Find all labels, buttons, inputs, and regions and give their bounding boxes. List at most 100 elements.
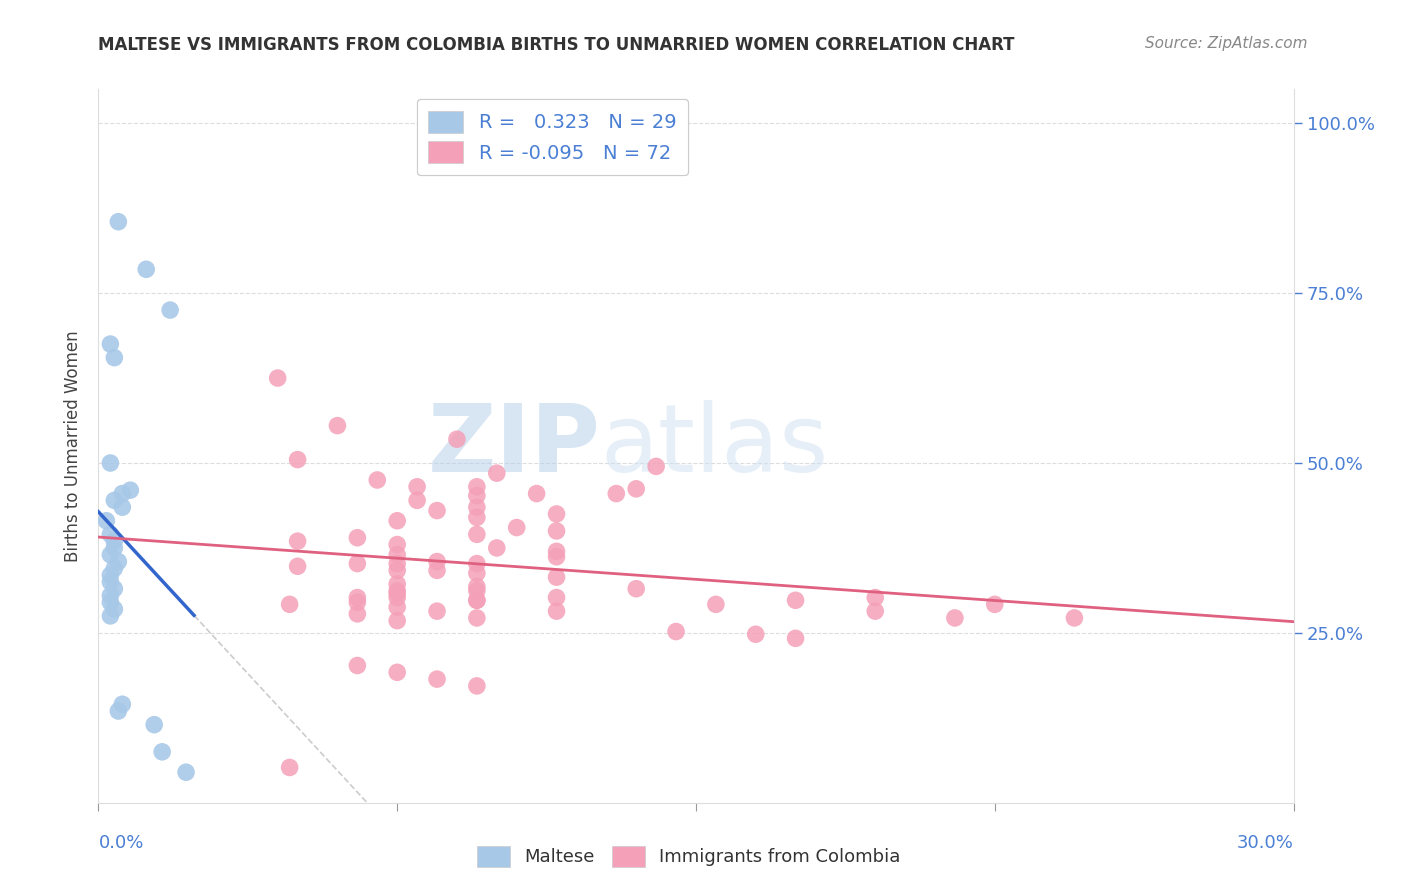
Point	[100, 568, 122, 582]
Text: MALTESE VS IMMIGRANTS FROM COLOMBIA BIRTHS TO UNMARRIED WOMEN CORRELATION CHART: MALTESE VS IMMIGRANTS FROM COLOMBIA BIRT…	[98, 36, 1015, 54]
Point	[278, 598, 301, 612]
Point	[107, 215, 129, 229]
Point	[426, 555, 449, 569]
Point	[385, 537, 409, 551]
Point	[465, 510, 488, 524]
Point	[485, 466, 508, 480]
Point	[159, 303, 181, 318]
Point	[107, 704, 129, 718]
Point	[546, 570, 568, 584]
Point	[465, 566, 488, 580]
Point	[546, 549, 568, 564]
Point	[111, 698, 134, 712]
Point	[111, 486, 134, 500]
Point	[385, 577, 409, 591]
Point	[278, 760, 301, 774]
Point	[426, 503, 449, 517]
Point	[406, 493, 429, 508]
Point	[346, 591, 368, 605]
Point	[174, 765, 197, 780]
Point	[465, 527, 488, 541]
Point	[100, 548, 122, 562]
Point	[526, 486, 548, 500]
Point	[385, 591, 409, 605]
Point	[785, 593, 807, 607]
Point	[103, 493, 125, 508]
Point	[346, 531, 368, 545]
Point	[465, 611, 488, 625]
Point	[385, 563, 409, 577]
Point	[863, 604, 887, 618]
Point	[465, 583, 488, 598]
Point	[103, 541, 125, 555]
Point	[100, 456, 122, 470]
Point	[485, 541, 508, 555]
Point	[626, 482, 648, 496]
Point	[645, 459, 668, 474]
Point	[135, 262, 157, 277]
Point	[100, 608, 122, 623]
Point	[103, 582, 125, 596]
Point	[100, 337, 122, 351]
Point	[465, 557, 488, 571]
Point	[385, 586, 409, 600]
Point	[465, 489, 488, 503]
Point	[100, 527, 122, 541]
Point	[546, 604, 568, 618]
Point	[506, 520, 529, 534]
Point	[111, 500, 134, 515]
Point	[143, 717, 166, 731]
Text: atlas: atlas	[600, 400, 828, 492]
Point	[287, 559, 309, 574]
Point	[385, 514, 409, 528]
Point	[426, 604, 449, 618]
Point	[984, 598, 1007, 612]
Point	[385, 614, 409, 628]
Point	[120, 483, 142, 498]
Point	[385, 665, 409, 680]
Point	[287, 452, 309, 467]
Point	[546, 544, 568, 558]
Point	[100, 595, 122, 609]
Point	[103, 351, 125, 365]
Point	[1063, 611, 1085, 625]
Point	[465, 580, 488, 594]
Point	[605, 486, 627, 500]
Point	[103, 561, 125, 575]
Point	[385, 600, 409, 615]
Point	[100, 574, 122, 589]
Point	[465, 679, 488, 693]
Point	[287, 534, 309, 549]
Point	[446, 432, 468, 446]
Legend: R =   0.323   N = 29, R = -0.095   N = 72: R = 0.323 N = 29, R = -0.095 N = 72	[416, 99, 689, 175]
Text: Source: ZipAtlas.com: Source: ZipAtlas.com	[1144, 36, 1308, 51]
Point	[745, 627, 768, 641]
Point	[346, 658, 368, 673]
Point	[785, 632, 807, 646]
Point	[426, 563, 449, 577]
Point	[863, 591, 887, 605]
Point	[465, 480, 488, 494]
Point	[346, 595, 368, 609]
Point	[103, 602, 125, 616]
Point	[426, 672, 449, 686]
Point	[546, 524, 568, 538]
Point	[107, 555, 129, 569]
Point	[943, 611, 966, 625]
Y-axis label: Births to Unmarried Women: Births to Unmarried Women	[65, 330, 83, 562]
Point	[103, 534, 125, 549]
Legend: Maltese, Immigrants from Colombia: Maltese, Immigrants from Colombia	[470, 838, 908, 874]
Point	[96, 514, 118, 528]
Point	[326, 418, 349, 433]
Point	[150, 745, 173, 759]
Point	[665, 624, 688, 639]
Text: 30.0%: 30.0%	[1237, 834, 1294, 852]
Point	[465, 500, 488, 515]
Point	[465, 593, 488, 607]
Point	[626, 582, 648, 596]
Point	[100, 589, 122, 603]
Point	[267, 371, 290, 385]
Point	[546, 507, 568, 521]
Point	[385, 557, 409, 571]
Point	[465, 593, 488, 607]
